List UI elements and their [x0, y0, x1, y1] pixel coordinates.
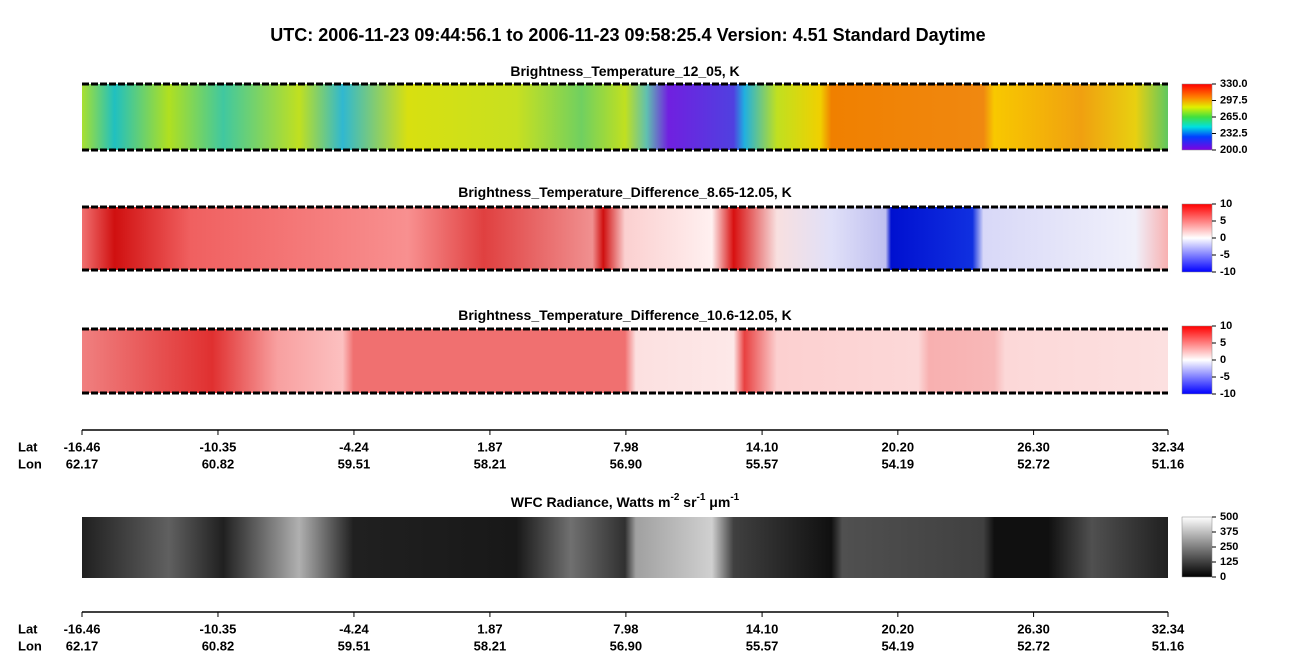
lat-tick-label: 14.10	[746, 621, 779, 636]
lon-tick-label: 55.57	[746, 638, 779, 653]
lon-tick-label: 58.21	[474, 638, 507, 653]
lon-tick-label: 56.90	[610, 638, 643, 653]
lon-label: Lon	[18, 456, 42, 471]
colorbar	[1181, 83, 1213, 151]
lat-label: Lat	[18, 621, 38, 636]
colorbar-tick-label: 125	[1220, 556, 1238, 568]
lat-tick-label: -16.46	[64, 439, 101, 454]
colorbar	[1181, 516, 1213, 578]
panel-title: WFC Radiance, Watts m-2 sr-1 μm-1	[511, 492, 740, 510]
colorbar-tick-label: 297.5	[1220, 94, 1248, 106]
colorbar-tick-label: -10	[1220, 388, 1236, 400]
title-text: Brightness_Temperature_Difference_8.65-1…	[458, 184, 792, 200]
lat-tick-label: -10.35	[200, 439, 237, 454]
colorbar	[1181, 203, 1213, 273]
panel-title: Brightness_Temperature_12_05, K	[510, 63, 739, 79]
lon-tick-label: 59.51	[338, 456, 371, 471]
lon-tick-label: 60.82	[202, 456, 235, 471]
lon-tick-label: 55.57	[746, 456, 779, 471]
lon-tick-label: 51.16	[1152, 638, 1185, 653]
lat-tick-label: 20.20	[882, 621, 915, 636]
lon-tick-label: 56.90	[610, 456, 643, 471]
lon-tick-label: 58.21	[474, 456, 507, 471]
lat-tick-label: 20.20	[882, 439, 915, 454]
lon-tick-label: 54.19	[882, 456, 915, 471]
title-superscript: -1	[730, 492, 739, 503]
colorbar-tick-label: -10	[1220, 266, 1236, 278]
lat-tick-label: 7.98	[613, 439, 638, 454]
colorbar-tick-label: 232.5	[1220, 127, 1248, 139]
image-strip	[82, 517, 1168, 578]
lat-tick-label: 1.87	[477, 439, 502, 454]
title-text: sr	[679, 494, 697, 510]
colorbar-tick-label: 10	[1220, 198, 1232, 210]
panel-title: Brightness_Temperature_Difference_10.6-1…	[458, 307, 792, 323]
colorbar-tick-label: 330.0	[1220, 78, 1248, 90]
title-superscript: -1	[697, 492, 706, 503]
colorbar-tick-label: 0	[1220, 354, 1226, 366]
page-title: UTC: 2006-11-23 09:44:56.1 to 2006-11-23…	[270, 25, 985, 45]
lat-tick-label: -4.24	[339, 621, 369, 636]
colorbar	[1181, 325, 1213, 395]
lon-label: Lon	[18, 638, 42, 653]
lon-tick-label: 54.19	[882, 638, 915, 653]
lon-tick-label: 52.72	[1017, 456, 1050, 471]
colorbar-tick-label: -5	[1220, 371, 1230, 383]
lon-tick-label: 51.16	[1152, 456, 1185, 471]
lat-tick-label: 32.34	[1152, 621, 1185, 636]
colorbar-tick-label: 0	[1220, 571, 1226, 583]
image-strip	[82, 329, 1168, 393]
colorbar-tick-label: 0	[1220, 232, 1226, 244]
lon-tick-label: 62.17	[66, 638, 99, 653]
lon-tick-label: 62.17	[66, 456, 99, 471]
lat-tick-label: 32.34	[1152, 439, 1185, 454]
title-superscript: -2	[670, 492, 679, 503]
lat-tick-label: -16.46	[64, 621, 101, 636]
colorbar-tick-label: 5	[1220, 337, 1226, 349]
title-text: μm	[705, 494, 730, 510]
lon-tick-label: 52.72	[1017, 638, 1050, 653]
image-strip	[82, 207, 1168, 270]
colorbar-tick-label: 10	[1220, 320, 1232, 332]
lat-tick-label: 26.30	[1017, 439, 1050, 454]
title-text: Brightness_Temperature_12_05, K	[510, 63, 739, 79]
panel-title: Brightness_Temperature_Difference_8.65-1…	[458, 184, 792, 200]
colorbar-tick-label: 500	[1220, 511, 1238, 523]
colorbar-tick-label: 5	[1220, 215, 1226, 227]
lat-tick-label: 1.87	[477, 621, 502, 636]
lat-tick-label: 26.30	[1017, 621, 1050, 636]
lat-tick-label: 7.98	[613, 621, 638, 636]
title-text: Brightness_Temperature_Difference_10.6-1…	[458, 307, 792, 323]
colorbar-tick-label: 250	[1220, 541, 1238, 553]
image-strip	[82, 84, 1168, 150]
lon-tick-label: 59.51	[338, 638, 371, 653]
lat-label: Lat	[18, 439, 38, 454]
lat-tick-label: 14.10	[746, 439, 779, 454]
colorbar-tick-label: 265.0	[1220, 111, 1248, 123]
colorbar-tick-label: -5	[1220, 249, 1230, 261]
lat-tick-label: -10.35	[200, 621, 237, 636]
colorbar-tick-label: 375	[1220, 526, 1238, 538]
lat-tick-label: -4.24	[339, 439, 369, 454]
title-text: WFC Radiance, Watts m	[511, 494, 671, 510]
lon-tick-label: 60.82	[202, 638, 235, 653]
colorbar-tick-label: 200.0	[1220, 144, 1248, 156]
